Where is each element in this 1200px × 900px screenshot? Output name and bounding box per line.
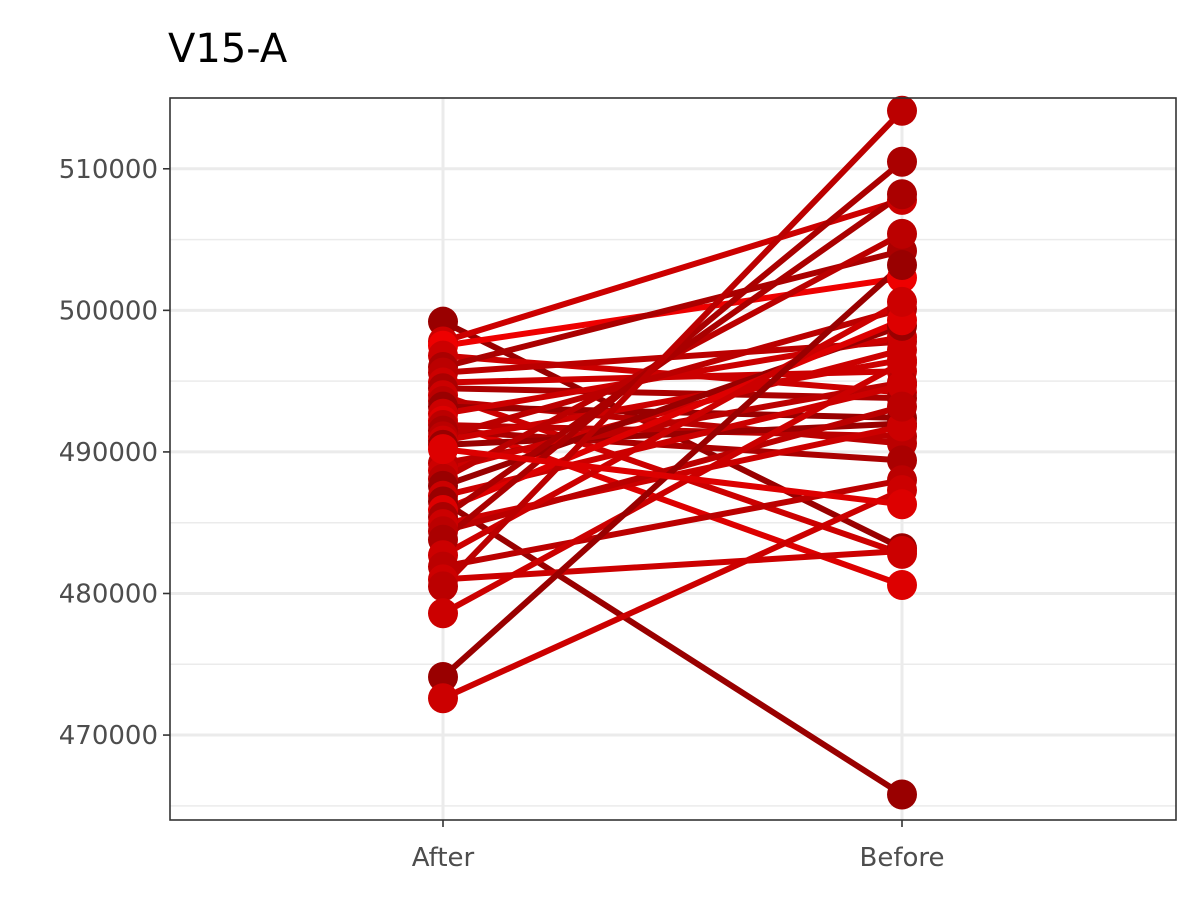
point-after-34	[428, 662, 458, 693]
point-before-36	[887, 489, 917, 520]
pair-line-25	[441, 191, 904, 520]
point-before-33	[887, 347, 917, 378]
pair-line-29	[441, 299, 904, 558]
point-before-22	[887, 370, 917, 401]
plot-border	[169, 97, 1177, 821]
x-tick-label-before: Before	[859, 843, 944, 873]
point-before-25	[887, 179, 917, 210]
y-tick-label: 500000	[59, 296, 158, 326]
pair-line-36	[442, 446, 903, 508]
point-before-28	[887, 146, 917, 177]
point-after-36	[428, 434, 458, 465]
plot-background	[170, 98, 1176, 820]
point-before-27	[887, 391, 917, 422]
x-tick-label-after: After	[412, 843, 475, 873]
pair-line-34	[440, 262, 905, 680]
point-before-23	[887, 779, 917, 810]
y-tick-label: 480000	[59, 579, 158, 609]
y-axis: 470000 480000 490000 500000 510000	[59, 155, 170, 751]
y-tick-label: 470000	[59, 721, 158, 751]
y-tick-label: 490000	[59, 438, 158, 468]
pair-lines	[440, 108, 905, 798]
point-before-31	[887, 536, 917, 567]
chart-title: V15-A	[168, 26, 288, 72]
pair-line-32	[440, 108, 905, 589]
point-before-29	[887, 286, 917, 317]
pair-line-35	[441, 487, 904, 701]
point-after-32	[428, 571, 458, 602]
point-after-35	[428, 683, 458, 714]
point-before-12	[887, 569, 917, 600]
pair-line-4	[442, 247, 903, 370]
point-before-34	[887, 250, 917, 281]
point-before-20	[887, 218, 917, 249]
x-axis: After Before	[412, 820, 945, 873]
pair-line-33	[441, 360, 904, 616]
pair-line-19	[442, 347, 903, 474]
pair-line-16	[442, 356, 903, 444]
point-after-33	[428, 598, 458, 629]
y-tick-label: 510000	[59, 155, 158, 185]
point-before-32	[887, 95, 917, 126]
data-points	[428, 95, 917, 810]
